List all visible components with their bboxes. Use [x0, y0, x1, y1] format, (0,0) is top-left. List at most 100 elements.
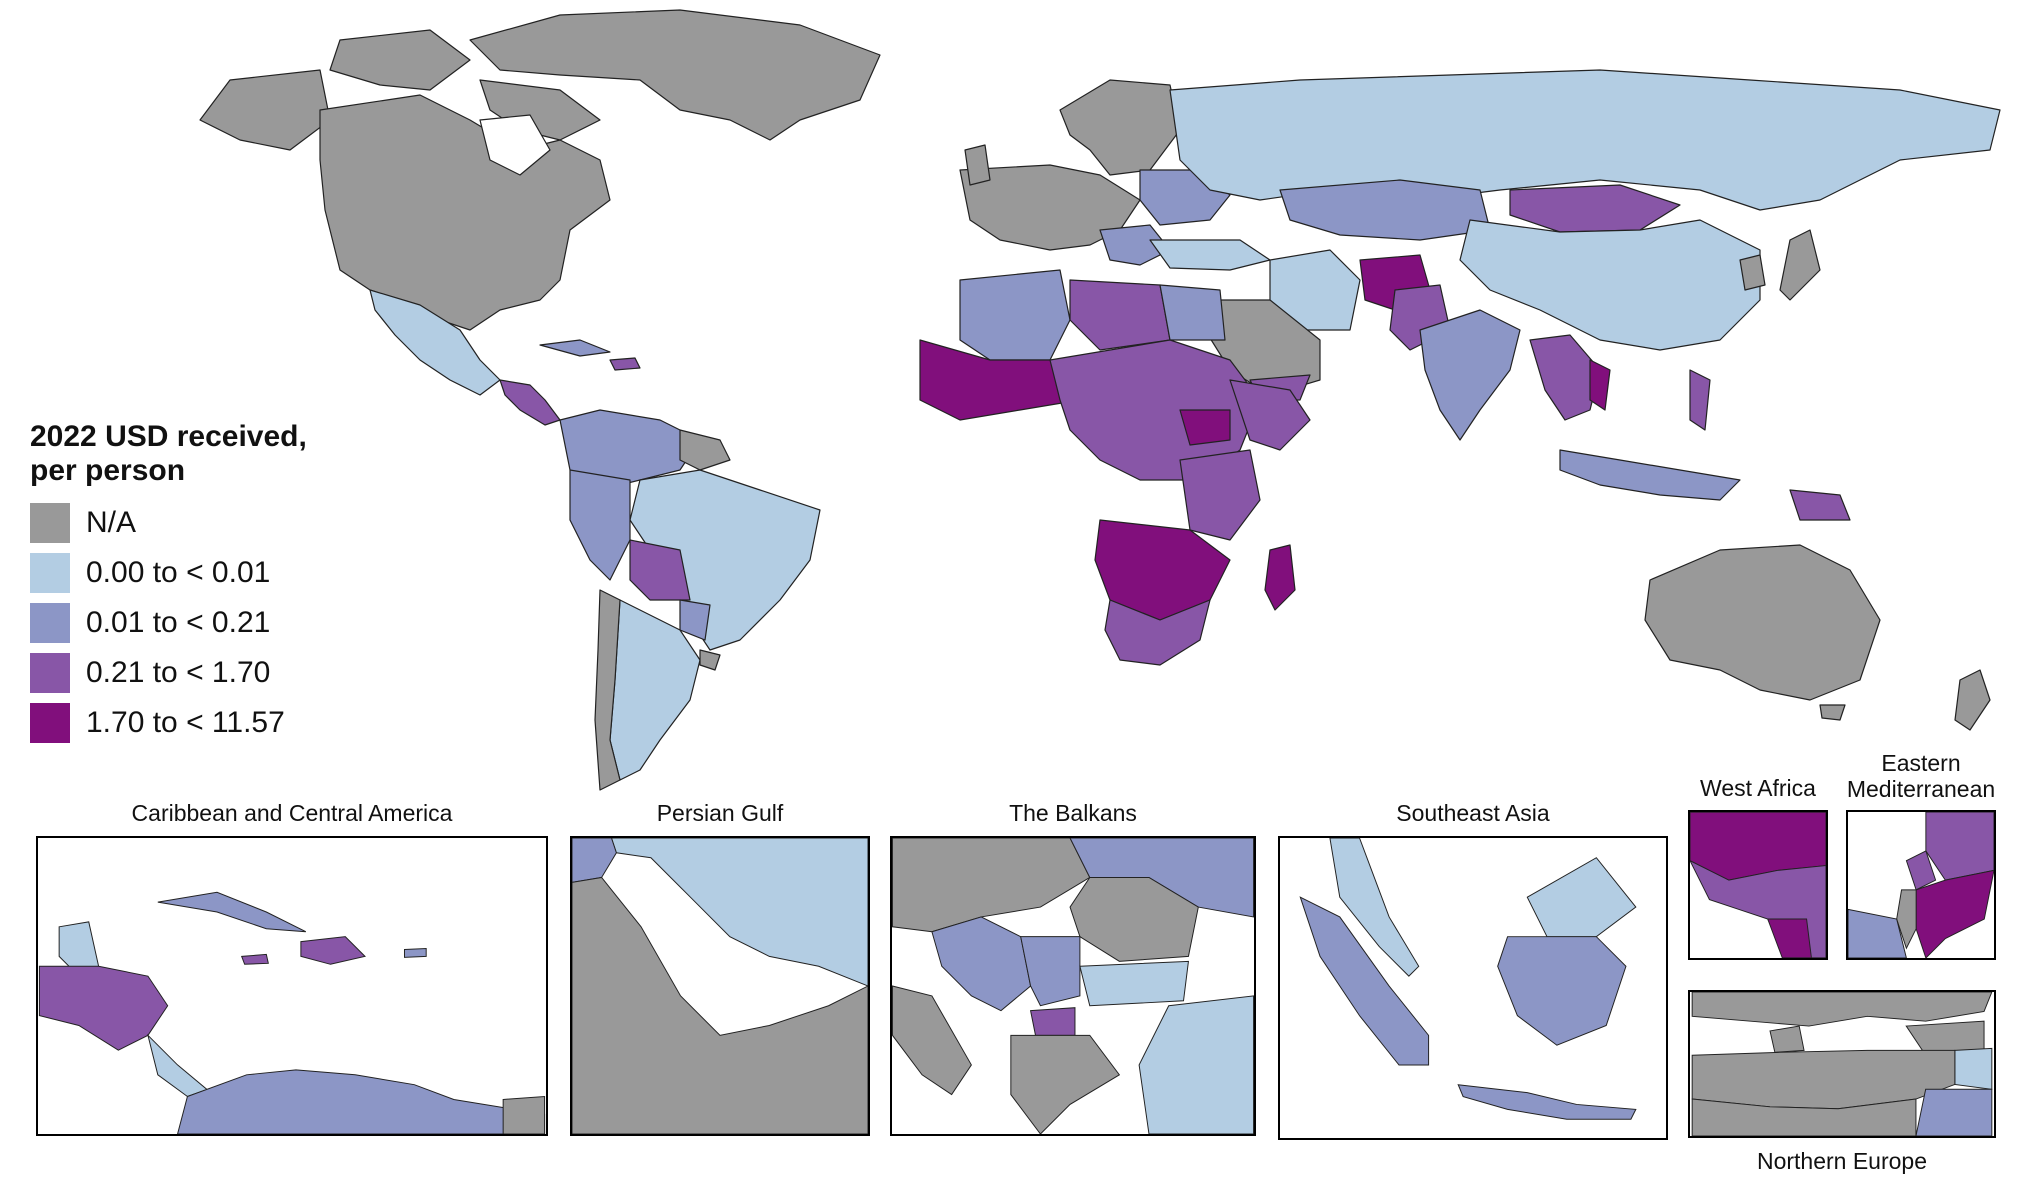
region-central-europe-inset: [892, 838, 1091, 933]
region-paraguay: [679, 599, 711, 641]
region-cuba: [539, 339, 611, 357]
region-egypt: [1159, 284, 1226, 341]
inset-title-southeast-asia: Southeast Asia: [1396, 800, 1550, 826]
region-bulgaria: [1079, 960, 1190, 1007]
region-turkey-inset: [1138, 995, 1254, 1134]
region-iraq-kuwait: [572, 838, 617, 883]
region-liberia: [1767, 918, 1812, 958]
region-east-africa: [1179, 449, 1261, 541]
region-belarus: [1954, 1047, 1993, 1090]
region-japan: [1779, 229, 1821, 301]
region-new-zealand: [1954, 669, 1991, 731]
region-scandinavia: [1059, 79, 1181, 176]
region-north-africa-west: [959, 269, 1071, 361]
region-uk: [964, 144, 991, 186]
world-map: [199, 9, 2001, 791]
inset-southeast-asia: [1278, 836, 1668, 1140]
region-png: [1789, 489, 1851, 521]
region-horn-of-africa: [1229, 379, 1311, 451]
region-serbia: [1020, 936, 1081, 1007]
region-israel: [1896, 889, 1917, 950]
legend-swatch: [30, 703, 70, 743]
region-sumatra: [1299, 896, 1430, 1066]
region-iran-inset: [610, 838, 868, 987]
region-egypt-inset: [1848, 908, 1907, 958]
legend-item-2: 0.01 to < 0.21: [30, 598, 307, 648]
inset-west-africa: [1688, 810, 1828, 960]
legend-item-3: 0.21 to < 1.70: [30, 648, 307, 698]
region-lebanon: [1905, 850, 1937, 891]
inset-caribbean: [36, 836, 548, 1136]
legend-item-4: 1.70 to < 11.57: [30, 698, 307, 748]
region-turkey: [1149, 239, 1271, 271]
region-syria: [1925, 812, 1994, 881]
region-mongolia: [1509, 184, 1681, 233]
region-uruguay: [699, 649, 721, 671]
region-alaska: [199, 69, 331, 151]
inset-title-balkans: The Balkans: [1009, 800, 1137, 826]
legend-item-na: N/A: [30, 498, 307, 548]
inset-balkans: [890, 836, 1256, 1136]
region-indonesia: [1559, 449, 1741, 501]
region-kazakhstan: [1279, 179, 1491, 241]
legend-swatch: [30, 603, 70, 643]
region-mexico: [369, 289, 501, 396]
region-romania: [1069, 876, 1199, 962]
legend-swatch: [30, 503, 70, 543]
legend-swatch: [30, 653, 70, 693]
inset-persian-gulf: [570, 836, 870, 1136]
region-chile: [594, 589, 621, 791]
region-korea: [1739, 254, 1766, 291]
region-hispaniola: [609, 357, 641, 371]
region-venezuela-coast: [502, 1095, 546, 1134]
legend-item-1: 0.00 to < 0.01: [30, 548, 307, 598]
region-peru: [569, 469, 631, 581]
inset-northern-europe: [1688, 990, 1996, 1138]
region-south-africa: [1104, 599, 1211, 666]
region-saudi-gulf: [572, 876, 868, 1134]
region-haiti-dr: [300, 936, 366, 965]
region-laos-cambodia: [1589, 359, 1611, 411]
region-jordan: [1915, 869, 1994, 958]
region-malay-peninsula: [1329, 838, 1420, 977]
region-myanmar-indochina: [1529, 334, 1601, 421]
region-borneo-malaysia: [1526, 857, 1637, 938]
inset-title-northern-europe: Northern Europe: [1756, 1148, 1928, 1174]
region-south-sudan: [1179, 409, 1231, 446]
map-legend: 2022 USD received, per person N/A 0.00 t…: [30, 420, 307, 748]
region-madagascar: [1264, 544, 1296, 611]
region-philippines: [1689, 369, 1711, 431]
inset-title-west-africa: West Africa: [1700, 775, 1816, 801]
legend-swatch: [30, 553, 70, 593]
region-nicaragua-panama: [147, 1033, 209, 1098]
region-bolivia: [629, 539, 691, 601]
region-tasmania: [1819, 704, 1846, 721]
region-ukraine-inset: [1915, 1088, 1993, 1136]
region-jamaica: [240, 953, 269, 965]
inset-title-persian-gulf: Persian Gulf: [656, 800, 784, 826]
region-guianas: [679, 429, 731, 471]
region-italy-inset: [892, 985, 972, 1096]
region-croatia-bosnia: [931, 916, 1032, 1012]
legend-title: 2022 USD received, per person: [30, 420, 307, 487]
region-greenland: [469, 9, 881, 141]
inset-title-caribbean: Caribbean and Central America: [131, 800, 453, 826]
region-canada-islands: [329, 29, 471, 91]
region-central-europe-south: [1691, 1098, 1917, 1136]
region-balkans: [1099, 224, 1171, 266]
region-colombia-inset: [177, 1069, 546, 1134]
region-hudson-bay: [479, 114, 551, 176]
region-puerto-rico: [403, 947, 427, 958]
region-libya: [1069, 279, 1171, 351]
region-java: [1457, 1084, 1637, 1120]
inset-east-med: [1846, 810, 1996, 960]
region-north-macedonia: [1029, 1007, 1076, 1036]
region-india: [1419, 309, 1521, 441]
region-scandinavia-inset: [1691, 992, 1993, 1027]
region-central-america: [499, 379, 561, 426]
region-australia: [1644, 544, 1881, 701]
region-china: [1459, 219, 1761, 351]
region-denmark: [1769, 1025, 1805, 1053]
inset-title-east-med: Eastern Mediterranean: [1846, 750, 1996, 802]
region-yucatan: [58, 921, 100, 972]
